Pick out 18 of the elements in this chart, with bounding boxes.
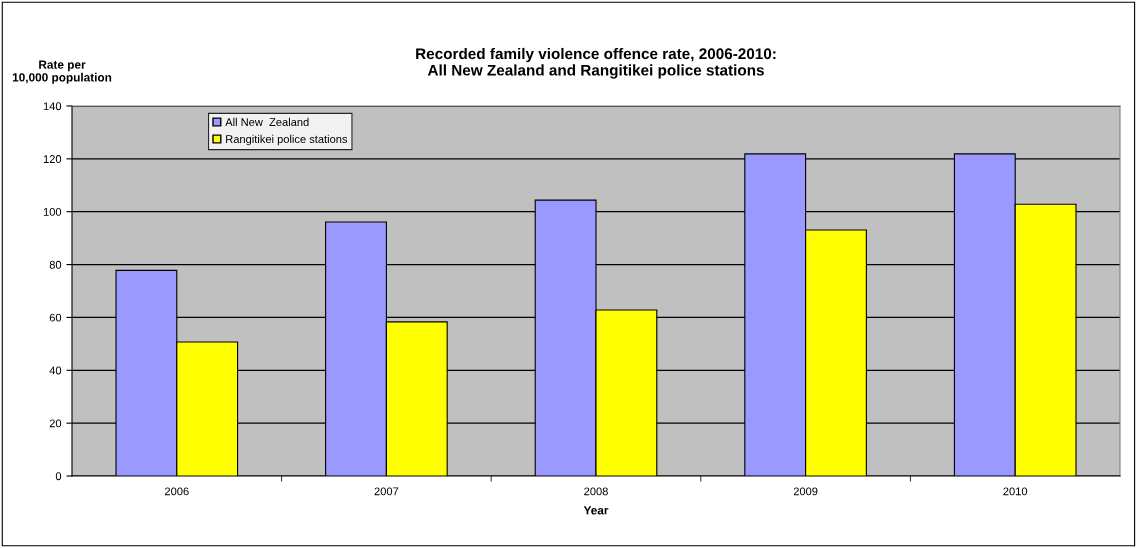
x-tick-label: 2007: [374, 487, 399, 496]
x-axis-title: Year: [583, 506, 609, 515]
y-tick-label: 60: [49, 313, 62, 322]
y-tick-label: 20: [49, 419, 62, 428]
y-tick-label: 80: [49, 260, 62, 269]
legend-label: Rangitikei police stations: [226, 134, 348, 146]
y-axis-title: Rate per 10,000 population: [12, 60, 112, 84]
x-tick-label: 2009: [793, 487, 818, 496]
x-tick-label: 2008: [584, 487, 608, 496]
x-tick-label: 2006: [165, 487, 189, 496]
chart-title: Recorded family violence offence rate, 2006-2010: All New Zealand and Rangitikei police stations: [416, 47, 776, 79]
y-tick-label: 0: [55, 472, 62, 481]
y-tick-label: 40: [49, 366, 62, 375]
y-tick-label: 100: [43, 207, 62, 216]
y-tick-label: 140: [43, 102, 62, 111]
y-tick-label: 120: [43, 155, 62, 163]
x-tick-label: 2010: [1003, 487, 1028, 496]
legend-label: All New Zealand: [225, 117, 309, 127]
